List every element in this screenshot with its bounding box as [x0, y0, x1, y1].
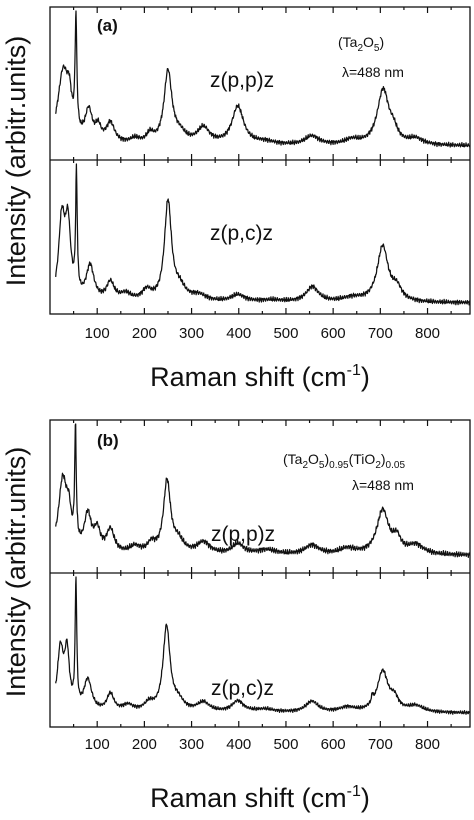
x-axis-title-sup: -1	[347, 362, 361, 379]
x-tick-label: 500	[273, 325, 298, 342]
formula-text: )	[379, 34, 384, 50]
x-tick-label: 100	[85, 736, 110, 753]
formula-subscript: 2	[375, 460, 381, 471]
compound-formula: (Ta2O5)	[338, 34, 384, 54]
series-label: z(p,p)z	[211, 523, 275, 546]
formula-text: (Ta	[283, 451, 303, 467]
x-tick-label: 100	[85, 325, 110, 342]
formula-text: (TiO	[349, 451, 376, 467]
x-tick-label: 600	[321, 736, 346, 753]
formula-text: O	[308, 451, 319, 467]
x-tick-label: 300	[179, 325, 204, 342]
spectrum-line-pc	[55, 163, 471, 306]
x-axis-title-end: )	[361, 783, 370, 813]
formula-text: O	[363, 34, 374, 50]
wavelength-label: λ=488 nm	[342, 64, 404, 80]
formula-subscript: 5	[319, 460, 325, 471]
x-axis-title-end: )	[361, 362, 370, 392]
x-tick-label: 200	[132, 325, 157, 342]
spectrum-line-pc	[55, 576, 471, 715]
wavelength-label: λ=488 nm	[352, 477, 414, 493]
formula-text: )	[324, 451, 329, 467]
x-tick-label: 300	[179, 736, 204, 753]
formula-text: (Ta	[338, 34, 358, 50]
x-axis-title: Raman shift (cm-1)	[150, 783, 370, 813]
spectrum-line-pp	[55, 423, 471, 559]
x-tick-label: 200	[132, 736, 157, 753]
panel-a: 100 200 300 400 500 600 700 800 z(p,p)z z(p,c)z (a…	[1, 6, 471, 392]
panel-label: (a)	[97, 16, 118, 35]
panel-b: 100 200 300 400 500 600 700 800 z(p,p)z z(p,c)z (b…	[1, 419, 471, 813]
x-axis-title-sup: -1	[347, 783, 361, 800]
x-axis-title-main: Raman shift (cm	[150, 362, 347, 392]
series-label: z(p,p)z	[210, 69, 274, 92]
spectrum-line-pp	[55, 10, 471, 148]
x-tick-label: 600	[321, 325, 346, 342]
series-label: z(p,c)z	[210, 222, 273, 245]
x-tick-label: 700	[368, 325, 393, 342]
formula-subscript: 0.95	[329, 460, 349, 471]
formula-subscript: 5	[374, 43, 380, 54]
y-axis-title: Intensity (arbitr.units)	[1, 447, 31, 698]
formula-text: )	[381, 451, 386, 467]
x-tick-label: 400	[226, 325, 251, 342]
formula-subscript: 0.05	[386, 460, 406, 471]
x-tick-label: 700	[368, 736, 393, 753]
panel-label: (b)	[97, 431, 119, 450]
series-label: z(p,c)z	[211, 677, 274, 700]
x-axis-title: Raman shift (cm-1)	[150, 362, 370, 392]
x-tick-label: 400	[226, 736, 251, 753]
compound-formula: (Ta2O5)0.95(TiO2)0.05	[283, 451, 405, 471]
x-tick-label: 500	[273, 736, 298, 753]
x-tick-label: 800	[415, 736, 440, 753]
formula-subscript: 2	[302, 460, 308, 471]
x-tick-label: 800	[415, 325, 440, 342]
x-axis-title-main: Raman shift (cm	[150, 783, 347, 813]
formula-subscript: 2	[357, 43, 363, 54]
y-axis-title: Intensity (arbitr.units)	[1, 36, 31, 287]
